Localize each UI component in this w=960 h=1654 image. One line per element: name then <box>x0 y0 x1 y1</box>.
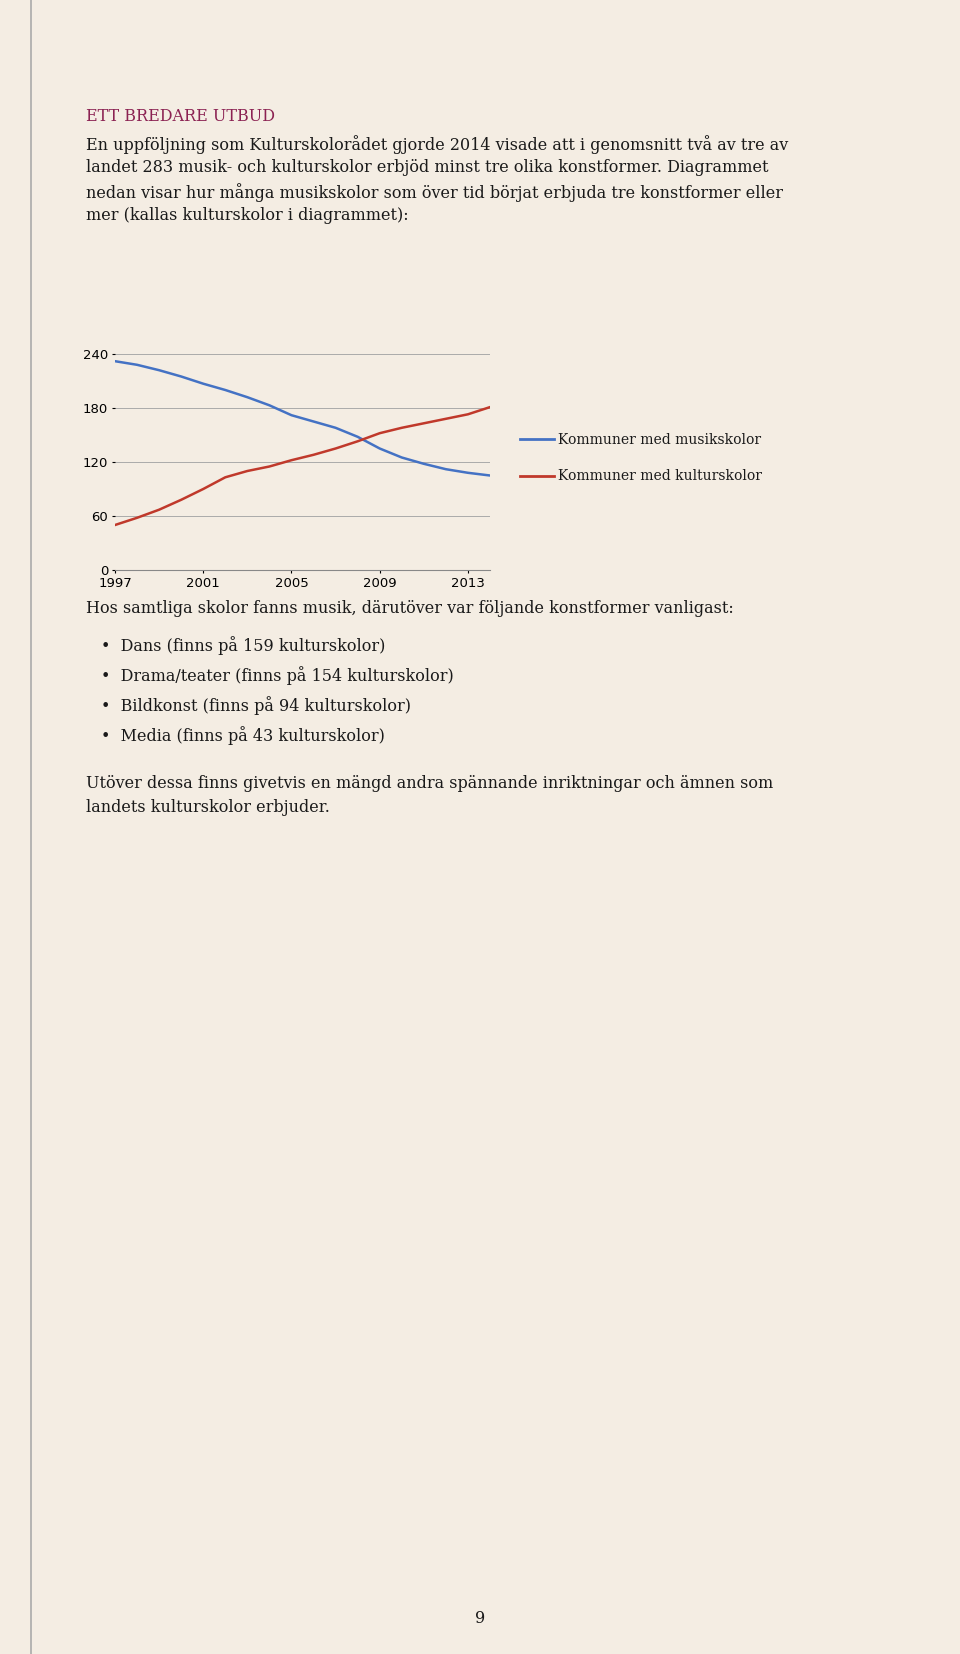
Text: Hos samtliga skolor fanns musik, därutöver var följande konstformer vanligast:: Hos samtliga skolor fanns musik, därutöv… <box>86 600 734 617</box>
Text: mer (kallas kulturskolor i diagrammet):: mer (kallas kulturskolor i diagrammet): <box>86 207 409 223</box>
Text: nedan visar hur många musikskolor som över tid börjat erbjuda tre konstformer el: nedan visar hur många musikskolor som öv… <box>86 184 783 202</box>
Text: •  Media (finns på 43 kulturskolor): • Media (finns på 43 kulturskolor) <box>101 726 385 744</box>
Text: 9: 9 <box>475 1609 485 1628</box>
Text: En uppföljning som Kulturskolorådet gjorde 2014 visade att i genomsnitt två av t: En uppföljning som Kulturskolorådet gjor… <box>86 136 789 154</box>
Text: landets kulturskolor erbjuder.: landets kulturskolor erbjuder. <box>86 799 330 815</box>
Text: Utöver dessa finns givetvis en mängd andra spännande inriktningar och ämnen som: Utöver dessa finns givetvis en mängd and… <box>86 776 774 792</box>
Text: •  Bildkonst (finns på 94 kulturskolor): • Bildkonst (finns på 94 kulturskolor) <box>101 696 411 715</box>
Text: •  Dans (finns på 159 kulturskolor): • Dans (finns på 159 kulturskolor) <box>101 637 385 655</box>
Text: Kommuner med kulturskolor: Kommuner med kulturskolor <box>559 468 762 483</box>
Text: •  Drama/teater (finns på 154 kulturskolor): • Drama/teater (finns på 154 kulturskolo… <box>101 667 453 685</box>
Text: landet 283 musik- och kulturskolor erbjöd minst tre olika konstformer. Diagramme: landet 283 musik- och kulturskolor erbjö… <box>86 159 769 175</box>
Text: Kommuner med musikskolor: Kommuner med musikskolor <box>559 432 761 447</box>
Text: ETT BREDARE UTBUD: ETT BREDARE UTBUD <box>86 108 276 126</box>
